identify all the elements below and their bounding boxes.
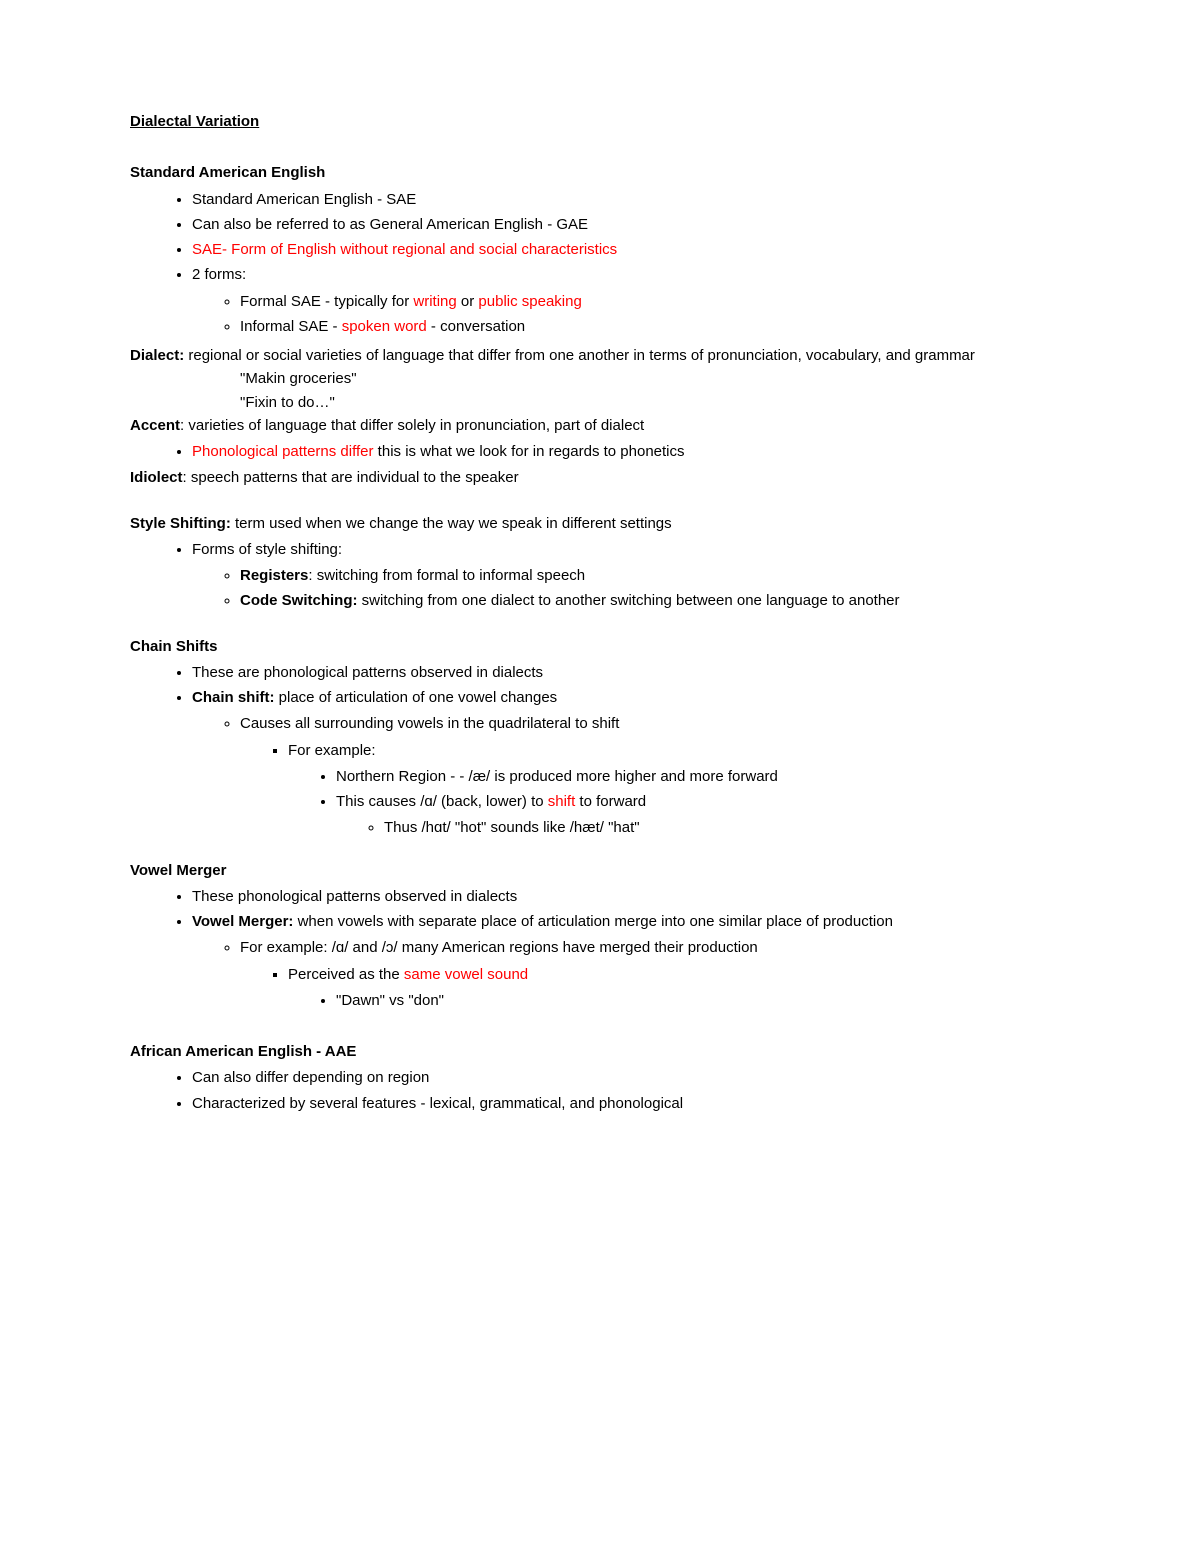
- text: place of articulation of one vowel chang…: [275, 689, 558, 706]
- term-label: Code Switching:: [240, 592, 358, 609]
- sublist: Causes all surrounding vowels in the qua…: [192, 711, 1070, 849]
- text: : varieties of language that differ sole…: [180, 417, 644, 434]
- list-item: 2 forms: Formal SAE - typically for writ…: [192, 262, 1070, 342]
- text-red: SAE- Form of English without regional an…: [192, 241, 617, 258]
- list-sae: Standard American English - SAE Can also…: [130, 187, 1070, 343]
- list-item: Standard American English - SAE: [192, 187, 1070, 212]
- term-label: Accent: [130, 417, 180, 434]
- list-item: Vowel Merger: when vowels with separate …: [192, 909, 1070, 1022]
- text-red: same vowel sound: [404, 966, 528, 983]
- list-item: Perceived as the same vowel sound "Dawn"…: [288, 962, 1070, 1017]
- text: term used when we change the way we spea…: [231, 515, 672, 532]
- list-item: Formal SAE - typically for writing or pu…: [240, 289, 1070, 314]
- heading-aae: African American English - AAE: [130, 1040, 1070, 1063]
- heading-vowel-merger: Vowel Merger: [130, 859, 1070, 882]
- text-red: public speaking: [478, 293, 581, 310]
- document-page: Dialectal Variation Standard American En…: [0, 0, 1200, 1553]
- spacer: [130, 619, 1070, 629]
- text: 2 forms:: [192, 266, 246, 283]
- text: Formal SAE - typically for: [240, 293, 413, 310]
- para-dialect: Dialect: regional or social varieties of…: [130, 344, 1070, 367]
- list-item: Phonological patterns differ this is wha…: [192, 439, 1070, 464]
- list-item: For example: Northern Region - - /æ/ is …: [288, 738, 1070, 847]
- text: - conversation: [427, 318, 525, 335]
- text: : switching from formal to informal spee…: [308, 567, 585, 584]
- text: switching from one dialect to another sw…: [358, 592, 900, 609]
- text-red: Phonological patterns differ: [192, 443, 374, 460]
- list-accent: Phonological patterns differ this is wha…: [130, 439, 1070, 464]
- sublist: Thus /hɑt/ "hot" sounds like /hæt/ "hat": [336, 815, 1070, 840]
- heading-sae: Standard American English: [130, 161, 1070, 184]
- text-red: spoken word: [342, 318, 427, 335]
- text-red: writing: [413, 293, 456, 310]
- list-item: Characterized by several features - lexi…: [192, 1091, 1070, 1116]
- list-item: This causes /ɑ/ (back, lower) to shift t…: [336, 789, 1070, 844]
- list-item: Can also differ depending on region: [192, 1065, 1070, 1090]
- list-style: Forms of style shifting: Registers: swit…: [130, 537, 1070, 617]
- sublist: Registers: switching from formal to info…: [192, 563, 1070, 614]
- list-chain: These are phonological patterns observed…: [130, 660, 1070, 853]
- list-item: Causes all surrounding vowels in the qua…: [240, 711, 1070, 849]
- term-label: Dialect:: [130, 347, 184, 364]
- list-item: Can also be referred to as General Ameri…: [192, 212, 1070, 237]
- example-quote: "Fixin to do…": [130, 391, 1070, 414]
- list-aae: Can also differ depending on region Char…: [130, 1065, 1070, 1116]
- para-idiolect: Idiolect: speech patterns that are indiv…: [130, 466, 1070, 489]
- page-title: Dialectal Variation: [130, 110, 1070, 133]
- sublist: "Dawn" vs "don": [288, 988, 1070, 1013]
- text: For example: /ɑ/ and /ɔ/ many American r…: [240, 939, 758, 956]
- list-item: "Dawn" vs "don": [336, 988, 1070, 1013]
- term-label: Vowel Merger:: [192, 913, 293, 930]
- text: to forward: [575, 793, 646, 810]
- list-item: SAE- Form of English without regional an…: [192, 237, 1070, 262]
- list-item: Chain shift: place of articulation of on…: [192, 685, 1070, 853]
- text: : speech patterns that are individual to…: [183, 469, 519, 486]
- sublist: For example: /ɑ/ and /ɔ/ many American r…: [192, 935, 1070, 1019]
- sublist: For example: Northern Region - - /æ/ is …: [240, 738, 1070, 847]
- list-item: These phonological patterns observed in …: [192, 884, 1070, 909]
- term-label: Idiolect: [130, 469, 183, 486]
- text: when vowels with separate place of artic…: [293, 913, 893, 930]
- text: Causes all surrounding vowels in the qua…: [240, 715, 619, 732]
- para-accent: Accent: varieties of language that diffe…: [130, 414, 1070, 437]
- term-label: Registers: [240, 567, 308, 584]
- text: regional or social varieties of language…: [184, 347, 975, 364]
- spacer: [130, 1024, 1070, 1034]
- sublist: Formal SAE - typically for writing or pu…: [192, 289, 1070, 340]
- text: Forms of style shifting:: [192, 541, 342, 558]
- list-item: Thus /hɑt/ "hot" sounds like /hæt/ "hat": [384, 815, 1070, 840]
- term-label: Chain shift:: [192, 689, 275, 706]
- list-item: Forms of style shifting: Registers: swit…: [192, 537, 1070, 617]
- text: Perceived as the: [288, 966, 404, 983]
- text: or: [457, 293, 479, 310]
- para-style-shifting: Style Shifting: term used when we change…: [130, 512, 1070, 535]
- term-label: Style Shifting:: [130, 515, 231, 532]
- list-item: Informal SAE - spoken word - conversatio…: [240, 314, 1070, 339]
- text-red: shift: [548, 793, 576, 810]
- heading-chain-shifts: Chain Shifts: [130, 635, 1070, 658]
- list-item: Registers: switching from formal to info…: [240, 563, 1070, 588]
- list-item: For example: /ɑ/ and /ɔ/ many American r…: [240, 935, 1070, 1019]
- text: this is what we look for in regards to p…: [374, 443, 685, 460]
- text: This causes /ɑ/ (back, lower) to: [336, 793, 548, 810]
- text: For example:: [288, 742, 376, 759]
- list-item: These are phonological patterns observed…: [192, 660, 1070, 685]
- list-merger: These phonological patterns observed in …: [130, 884, 1070, 1022]
- sublist: Northern Region - - /æ/ is produced more…: [288, 764, 1070, 844]
- text: Informal SAE -: [240, 318, 342, 335]
- list-item: Northern Region - - /æ/ is produced more…: [336, 764, 1070, 789]
- example-quote: "Makin groceries": [130, 367, 1070, 390]
- sublist: Perceived as the same vowel sound "Dawn"…: [240, 962, 1070, 1017]
- spacer: [130, 490, 1070, 512]
- list-item: Code Switching: switching from one diale…: [240, 588, 1070, 613]
